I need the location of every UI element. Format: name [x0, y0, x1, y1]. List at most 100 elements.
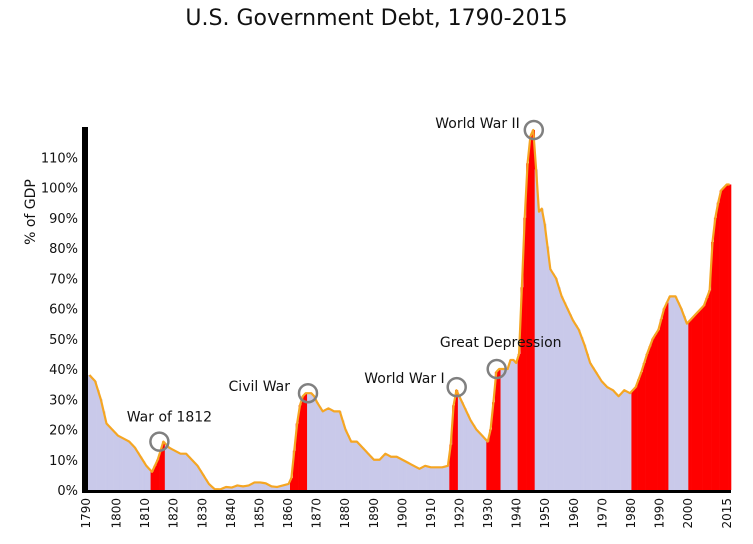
bar-1895 — [386, 455, 390, 490]
bar-1991 — [659, 319, 664, 490]
bar-1854 — [270, 486, 274, 490]
bar-1864 — [298, 405, 302, 490]
bar-1791 — [90, 378, 94, 490]
bar-1917 — [449, 444, 453, 491]
bar-1865 — [301, 396, 305, 490]
bar-1894 — [383, 453, 388, 490]
bar-1896 — [389, 456, 393, 490]
bar-1828 — [196, 465, 200, 490]
x-tick-label: 1850 — [253, 498, 267, 529]
bar-1993 — [665, 302, 669, 490]
bar-1841 — [233, 486, 237, 490]
bar-1818 — [167, 447, 171, 490]
bar-1898 — [395, 456, 399, 490]
bar-1997 — [676, 302, 681, 490]
bar-1921 — [460, 402, 464, 490]
outline-layer — [88, 128, 730, 491]
bar-1919 — [455, 390, 459, 490]
bar-1847 — [250, 483, 254, 490]
annotation-label: World War I — [364, 371, 444, 387]
bar-1801 — [119, 437, 123, 490]
bar-1918 — [452, 405, 456, 490]
bar-1920 — [457, 396, 462, 490]
debt-outline-line — [88, 128, 730, 491]
bar-1804 — [127, 441, 131, 490]
x-tick-label: 1960 — [567, 498, 581, 529]
x-axis-line — [82, 490, 731, 493]
bar-1856 — [275, 486, 279, 490]
bar-1954 — [554, 278, 558, 490]
annotation-circle — [446, 376, 467, 398]
bar-1800 — [116, 435, 120, 490]
bar-1846 — [247, 485, 251, 490]
bar-1872 — [321, 411, 325, 490]
annotation-circle — [297, 382, 319, 404]
bar-1965 — [585, 353, 590, 491]
bar-1878 — [338, 411, 342, 490]
bar-1809 — [142, 461, 146, 490]
x-tick-label: 1920 — [453, 498, 467, 529]
bar-1879 — [341, 420, 345, 490]
x-tick-label: 1980 — [624, 498, 638, 529]
bar-1974 — [611, 390, 615, 490]
bar-1831 — [204, 479, 208, 490]
x-tick-label: 1970 — [595, 498, 609, 529]
bar-1897 — [392, 456, 396, 490]
bar-1986 — [645, 353, 649, 491]
y-tick-label: 20% — [49, 424, 78, 439]
y-tick-label: 40% — [49, 363, 78, 378]
x-tick-label: 1830 — [195, 498, 209, 529]
x-tick-label: 1930 — [481, 498, 495, 529]
bar-1946 — [531, 130, 535, 490]
bar-1799 — [113, 432, 117, 490]
bar-1899 — [398, 458, 402, 490]
y-tick-label: 110% — [41, 151, 78, 166]
bar-1794 — [99, 399, 103, 490]
bar-1867 — [307, 393, 311, 490]
bar-1962 — [577, 329, 581, 490]
bar-1815 — [159, 450, 163, 490]
bar-1913 — [437, 467, 442, 490]
bar-1890 — [372, 459, 376, 490]
bar-1926 — [474, 429, 479, 490]
bar-1922 — [463, 408, 467, 490]
bar-1915 — [443, 466, 447, 490]
bar-1957 — [563, 302, 567, 490]
bar-1829 — [198, 470, 203, 490]
bar-1827 — [193, 462, 197, 490]
bar-1971 — [602, 384, 607, 491]
bar-1944 — [526, 163, 530, 491]
bar-1802 — [122, 438, 126, 490]
bar-2007 — [705, 297, 709, 490]
bar-1909 — [426, 466, 430, 490]
bar-1793 — [96, 390, 100, 490]
bar-1967 — [591, 367, 595, 490]
bar-1873 — [324, 409, 328, 490]
axes-layer — [82, 127, 731, 493]
bar-2006 — [702, 305, 706, 490]
bar-1887 — [363, 450, 368, 490]
bar-layer — [88, 130, 732, 491]
y-tick-label: 60% — [49, 303, 78, 318]
bar-1796 — [105, 423, 109, 490]
bar-1905 — [415, 467, 419, 490]
y-ticks: 0% 10% 20% 30% 40% 50% 60% 70% 80% 90% 100% 110% — [41, 151, 78, 499]
bar-1814 — [156, 459, 160, 490]
bar-1839 — [227, 487, 231, 490]
x-tick-label: 2015 — [720, 498, 734, 529]
bar-1952 — [548, 269, 553, 490]
bar-1932 — [492, 402, 496, 490]
bar-1888 — [366, 453, 370, 490]
bar-1903 — [409, 464, 413, 490]
bar-1958 — [565, 308, 570, 490]
bar-1956 — [560, 296, 564, 490]
bar-1994 — [668, 296, 672, 490]
bar-1862 — [292, 450, 296, 490]
bar-1886 — [361, 447, 365, 490]
y-axis-line — [82, 127, 88, 493]
bar-1935 — [500, 369, 504, 490]
bar-1989 — [654, 334, 658, 490]
bar-1807 — [136, 452, 140, 490]
bar-1972 — [605, 387, 609, 490]
bar-1966 — [588, 362, 592, 490]
